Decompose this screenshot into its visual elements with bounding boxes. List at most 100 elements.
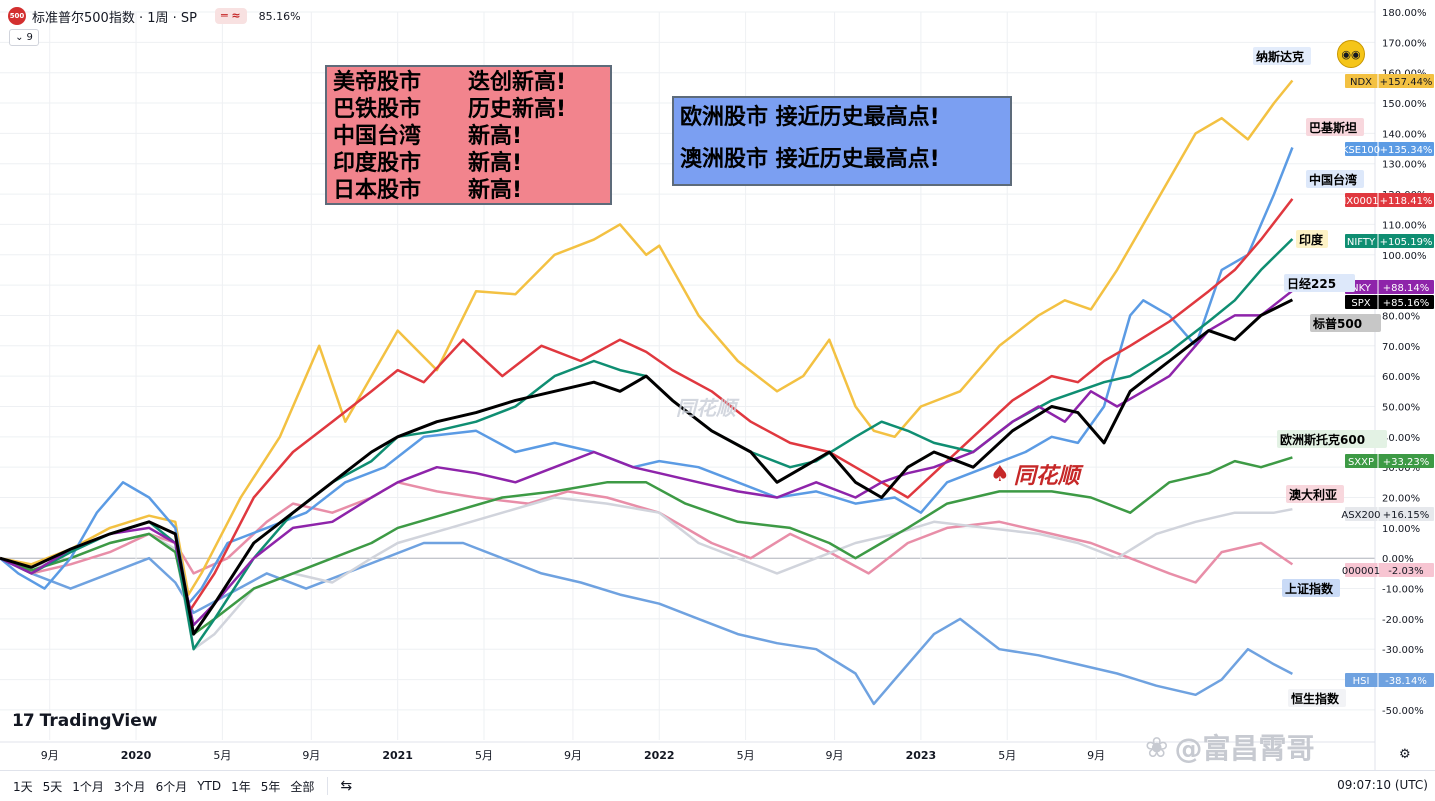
range-button-1y[interactable]: 1年 <box>231 779 251 794</box>
series-name-bg <box>1288 689 1346 707</box>
annotation-row: 巴铁股市 历史新高! <box>333 97 567 122</box>
chart-header: 500 标准普尔500指数 · 1周 · SP ═ ≈ 85.16% <box>8 6 301 26</box>
value-tag-symbol: KSE100 <box>1342 145 1380 156</box>
x-tick-label: 9月 <box>826 749 844 762</box>
value-tag-value: +157.44% <box>1380 77 1433 88</box>
value-tag-ndx: NDX +157.44% <box>1345 74 1434 88</box>
y-tick-label: 20.00% <box>1382 494 1420 505</box>
series-name-text: 巴基斯坦 <box>1309 120 1357 135</box>
range-toolbar: 1天 5天 1个月 3个月 6个月 YTD 1年 5年 全部 ⇆ <box>0 770 1435 801</box>
x-tick-label: 9月 <box>41 749 59 762</box>
tonghuashun-watermark-faint: 同花顺 <box>676 396 736 420</box>
range-button-1d[interactable]: 1天 <box>13 779 33 794</box>
chart-canvas[interactable]: 180.00%170.00%160.00%150.00%140.00%130.0… <box>0 0 1435 770</box>
series-name-text: 澳大利亚 <box>1289 487 1337 502</box>
value-tag-hsi: HSI -38.14% <box>1345 673 1434 687</box>
chevron-down-icon: ⌄ <box>15 32 24 43</box>
series-name-label: 日经225 <box>1284 274 1355 292</box>
value-tag-ix0001: IX0001 +118.41% <box>1343 193 1434 207</box>
series-name-text: 欧洲斯托克600 <box>1280 432 1365 447</box>
series-line-hsi <box>0 541 1293 706</box>
y-tick-label: 110.00% <box>1382 220 1427 231</box>
value-tag-sxxp: SXXP +33.23% <box>1345 454 1434 468</box>
tradingview-logo: 17 TradingView <box>12 711 158 731</box>
range-button-1m[interactable]: 1个月 <box>72 779 104 794</box>
series-name-text: 上证指数 <box>1285 581 1334 596</box>
series-name-bg <box>1296 230 1328 248</box>
value-tag-value: -2.03% <box>1388 566 1423 577</box>
symbol-title[interactable]: 标准普尔500指数 · 1周 · SP <box>32 10 197 26</box>
annotation-row: 中国台湾 新高! <box>333 124 523 149</box>
value-tag-symbol: SXXP <box>1348 457 1374 468</box>
value-tag-symbol: HSI <box>1353 676 1370 687</box>
date-range-icon[interactable]: ⇆ <box>340 778 353 794</box>
series-name-label: 恒生指数 <box>1288 689 1346 707</box>
value-tag-bg <box>1345 563 1434 577</box>
x-tick-label: 9月 <box>302 749 320 762</box>
value-tag-bg <box>1345 74 1434 88</box>
x-tick-label: 5月 <box>737 749 755 762</box>
series-line-nky <box>0 289 1294 627</box>
x-tick-label: 5月 <box>213 749 231 762</box>
y-tick-label: 30.00% <box>1382 463 1420 474</box>
range-button-5y[interactable]: 5年 <box>260 779 281 794</box>
y-tick-label: 40.00% <box>1382 433 1420 444</box>
value-tag-symbol: IX0001 <box>1343 196 1378 207</box>
series-name-bg <box>1284 274 1355 292</box>
range-button-5d[interactable]: 5天 <box>42 779 63 794</box>
value-tag-symbol: SPX <box>1351 298 1370 309</box>
range-button-ytd[interactable]: YTD <box>197 779 222 793</box>
series-name-bg <box>1277 430 1387 448</box>
range-button-6m[interactable]: 6个月 <box>155 779 188 794</box>
tonghuashun-watermark: ♠ 同花顺 <box>990 461 1080 490</box>
toolbar-divider <box>327 777 329 795</box>
series-name-bg <box>1253 47 1311 65</box>
series-name-text: 恒生指数 <box>1291 691 1340 706</box>
value-tag-bg <box>1345 507 1434 521</box>
nerd-emoji-icon: ◉◉ <box>1337 40 1365 68</box>
annotation-row: 印度股市 新高! <box>333 151 523 176</box>
series-name-label: 印度 <box>1296 230 1328 248</box>
y-tick-label: 140.00% <box>1382 129 1427 140</box>
symbol-logo: 500 <box>8 7 26 25</box>
compare-toggle-button[interactable]: ═ ≈ <box>214 8 247 24</box>
annotation-line: 澳洲股市 接近历史最高点! <box>680 147 940 172</box>
series-name-bg <box>1306 118 1364 136</box>
utc-clock[interactable]: 09:07:10 (UTC) <box>1337 778 1428 792</box>
x-tick-label: 2023 <box>906 749 937 762</box>
x-tick-label: 2020 <box>121 749 152 762</box>
y-tick-label: 0.00% <box>1382 554 1414 565</box>
gear-icon[interactable]: ⚙ <box>1399 747 1411 762</box>
series-name-label: 中国台湾 <box>1306 170 1364 188</box>
value-tag-value: +135.34% <box>1380 145 1433 156</box>
x-tick-label: 2021 <box>382 749 413 762</box>
series-name-bg <box>1282 579 1340 597</box>
x-tick-label: 9月 <box>1087 749 1105 762</box>
value-tag-bg <box>1345 280 1434 294</box>
series-name-bg <box>1310 314 1381 332</box>
value-tag-value: +16.15% <box>1383 510 1430 521</box>
value-tag-symbol: NDX <box>1350 77 1372 88</box>
series-line-spx <box>0 298 1294 636</box>
y-tick-label: 10.00% <box>1382 524 1420 535</box>
series-name-label: 纳斯达克 <box>1253 47 1311 65</box>
indicator-collapse-button[interactable]: ⌄ 9 <box>9 29 39 46</box>
annotation-line: 欧洲股市 接近历史最高点! <box>680 105 940 130</box>
value-tag-value: -38.14% <box>1385 676 1427 687</box>
value-tag-symbol: ASX200 <box>1341 510 1380 521</box>
annotation-row: 日本股市 新高! <box>333 178 523 203</box>
y-tick-label: 180.00% <box>1382 8 1427 19</box>
y-tick-label: -20.00% <box>1382 615 1424 626</box>
y-tick-label: -30.00% <box>1382 645 1424 656</box>
value-tag-value: +85.16% <box>1383 298 1430 309</box>
series-name-text: 日经225 <box>1287 276 1336 291</box>
y-tick-label: 130.00% <box>1382 160 1427 171</box>
series-name-label: 上证指数 <box>1282 579 1340 597</box>
series-name-bg <box>1286 485 1344 503</box>
range-button-3m[interactable]: 3个月 <box>113 779 146 794</box>
y-tick-label: 50.00% <box>1382 402 1420 413</box>
range-button-all[interactable]: 全部 <box>290 779 315 794</box>
tradingview-mark-icon: 17 <box>12 711 35 731</box>
series-name-label: 澳大利亚 <box>1286 485 1344 503</box>
value-tag-value: +33.23% <box>1383 457 1430 468</box>
